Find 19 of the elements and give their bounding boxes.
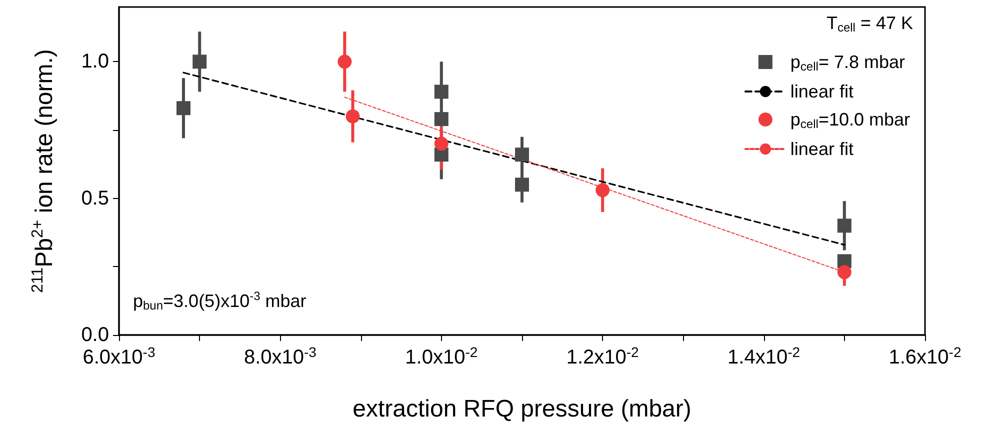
y-tick-label: 0.5 (81, 187, 109, 210)
point (338, 54, 352, 69)
point (515, 178, 529, 192)
point (837, 218, 852, 233)
x-axis-title: extraction RFQ pressure (mbar) (352, 396, 692, 422)
point (837, 265, 852, 280)
legend-label: linear fit (790, 139, 854, 159)
point (434, 112, 448, 126)
point (192, 54, 207, 69)
point (346, 109, 360, 124)
y-axis-title: 211Pb2+ ion rate (norm.) (30, 49, 58, 293)
point (596, 183, 610, 198)
point (434, 136, 448, 151)
point (176, 101, 190, 116)
legend-label: linear fit (790, 82, 854, 102)
point (515, 148, 529, 162)
point (434, 84, 448, 99)
y-tick-label: 1.0 (81, 50, 109, 73)
y-tick-label: 0.0 (81, 324, 109, 346)
